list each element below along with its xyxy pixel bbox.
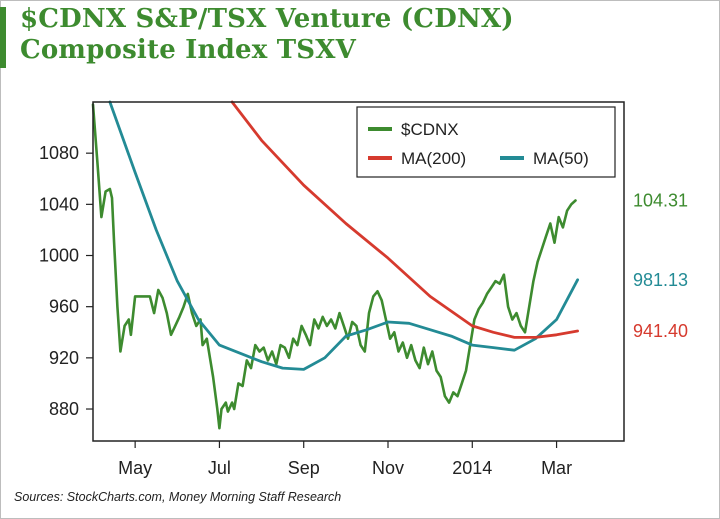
y-tick-label: 880 xyxy=(49,399,79,419)
chart-title: $CDNX S&P/TSX Venture (CDNX) Composite I… xyxy=(20,4,514,66)
y-tick-label: 1080 xyxy=(39,143,79,163)
y-tick-label: 1000 xyxy=(39,246,79,266)
chart-title-line-2: Composite Index TSXV xyxy=(20,35,356,65)
legend-label-ma50: MA(50) xyxy=(533,149,589,168)
end-label-ma200: 941.40 xyxy=(633,321,688,341)
end-labels: 104.31 941.40 981.13 xyxy=(633,191,688,341)
y-axis: 880 920 960 1000 1040 1080 xyxy=(39,143,93,419)
source-note: Sources: StockCharts.com, Money Morning … xyxy=(14,490,342,504)
x-tick-label: May xyxy=(118,458,152,478)
series-line-cdnx xyxy=(91,103,577,430)
end-label-ma50: 981.13 xyxy=(633,270,688,290)
legend-label-ma200: MA(200) xyxy=(401,149,466,168)
title-accent-bar xyxy=(0,7,6,68)
x-axis: May Jul Sep Nov 2014 Mar xyxy=(118,441,572,478)
y-tick-label: 920 xyxy=(49,348,79,368)
y-tick-label: 960 xyxy=(49,297,79,317)
legend: $CDNX MA(200) MA(50) xyxy=(356,106,616,178)
y-tick-label: 1040 xyxy=(39,194,79,214)
x-tick-label: 2014 xyxy=(452,458,492,478)
chart-title-line-1: $CDNX S&P/TSX Venture (CDNX) xyxy=(20,4,514,34)
x-tick-label: Jul xyxy=(208,458,231,478)
series-line-ma200 xyxy=(230,100,579,339)
series-lines xyxy=(91,100,579,430)
end-label-cdnx: 104.31 xyxy=(633,191,688,211)
x-tick-label: Sep xyxy=(288,458,320,478)
legend-label-cdnx: $CDNX xyxy=(401,120,459,139)
series-line-ma50 xyxy=(108,100,579,371)
plot-area-border xyxy=(92,101,625,442)
x-tick-label: Nov xyxy=(372,458,404,478)
x-tick-label: Mar xyxy=(541,458,572,478)
legend-box xyxy=(356,106,616,178)
